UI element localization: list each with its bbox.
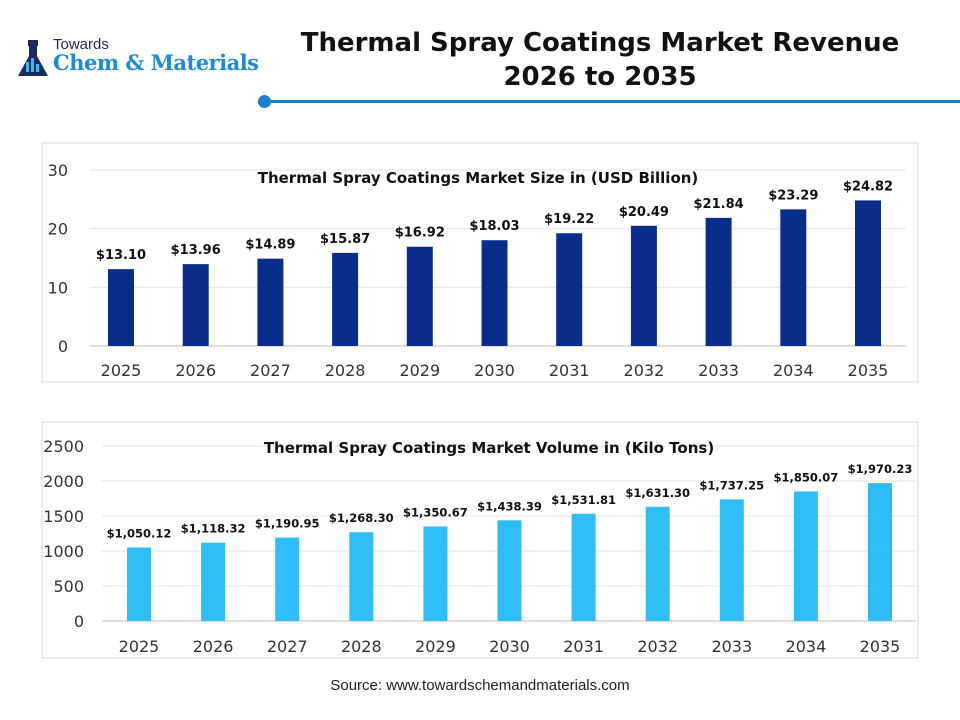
data-label: $16.92 xyxy=(395,226,445,241)
data-label: $1,118.32 xyxy=(181,522,246,536)
data-label: $1,737.25 xyxy=(699,478,764,492)
flask-icon xyxy=(18,40,48,76)
source-note: Source: www.towardschemandmaterials.com xyxy=(330,677,630,694)
bar xyxy=(127,547,151,621)
bar xyxy=(630,225,657,346)
bar xyxy=(571,513,596,621)
chart-title: Thermal Spray Coatings Market Volume in … xyxy=(264,439,714,457)
bar xyxy=(275,537,300,621)
data-label: $24.82 xyxy=(843,179,893,194)
data-label: $1,190.95 xyxy=(255,517,320,531)
title-rule-dot xyxy=(258,95,271,108)
x-tick-label: 2028 xyxy=(341,637,382,656)
bar xyxy=(108,269,134,346)
bar xyxy=(719,499,744,621)
bar xyxy=(481,240,508,346)
data-label: $1,631.30 xyxy=(625,486,690,500)
x-tick-label: 2025 xyxy=(101,361,142,380)
y-tick-label: 1000 xyxy=(43,542,84,561)
data-label: $18.03 xyxy=(469,219,519,234)
bar xyxy=(201,542,226,621)
x-tick-label: 2028 xyxy=(325,361,366,380)
x-tick-label: 2025 xyxy=(119,637,160,656)
chart-frame xyxy=(41,421,919,659)
x-tick-label: 2035 xyxy=(848,361,889,380)
x-tick-label: 2026 xyxy=(175,361,216,380)
x-tick-label: 2031 xyxy=(549,361,590,380)
x-tick-label: 2032 xyxy=(637,637,678,656)
x-tick-label: 2034 xyxy=(786,637,827,656)
x-tick-label: 2034 xyxy=(773,361,814,380)
y-tick-label: 20 xyxy=(48,220,68,239)
logo: Towards Chem & Materials xyxy=(16,36,266,86)
bar xyxy=(257,258,284,346)
x-tick-label: 2029 xyxy=(415,637,456,656)
bar xyxy=(705,217,732,346)
data-label: $1,268.30 xyxy=(329,511,394,525)
bar xyxy=(349,532,374,621)
x-tick-label: 2027 xyxy=(250,361,291,380)
data-label: $21.84 xyxy=(694,197,744,212)
chart-title: Thermal Spray Coatings Market Size in (U… xyxy=(258,169,699,187)
data-label: $15.87 xyxy=(320,232,370,247)
y-tick-label: 10 xyxy=(48,278,68,297)
data-label: $19.22 xyxy=(544,212,594,227)
bar xyxy=(868,483,892,621)
data-label: $13.10 xyxy=(96,248,146,263)
y-tick-label: 2500 xyxy=(43,437,84,456)
title-line1: Thermal Spray Coatings Market Revenue xyxy=(300,28,900,58)
x-tick-label: 2030 xyxy=(489,637,530,656)
x-tick-label: 2032 xyxy=(624,361,665,380)
x-tick-label: 2027 xyxy=(267,637,308,656)
x-tick-label: 2035 xyxy=(860,637,901,656)
data-label: $1,438.39 xyxy=(477,499,542,513)
x-tick-label: 2033 xyxy=(698,361,739,380)
bar xyxy=(497,520,522,621)
bar xyxy=(855,200,881,346)
bar xyxy=(556,233,583,346)
y-tick-label: 30 xyxy=(48,161,68,180)
data-label: $14.89 xyxy=(245,238,295,253)
bar xyxy=(406,246,433,346)
logo-line1: Towards xyxy=(53,36,109,53)
data-label: $13.96 xyxy=(171,243,221,258)
data-label: $1,350.67 xyxy=(403,505,468,519)
x-tick-label: 2030 xyxy=(474,361,515,380)
data-label: $23.29 xyxy=(768,188,818,203)
data-label: $20.49 xyxy=(619,205,669,220)
bar xyxy=(332,252,359,346)
x-tick-label: 2033 xyxy=(711,637,752,656)
logo-line2: Chem & Materials xyxy=(53,50,259,75)
bar xyxy=(780,209,807,346)
data-label: $1,531.81 xyxy=(551,493,616,507)
title-rule xyxy=(265,100,960,103)
data-label: $1,970.23 xyxy=(848,462,913,476)
bar xyxy=(182,264,209,346)
x-tick-label: 2031 xyxy=(563,637,604,656)
title-line2: 2026 to 2035 xyxy=(503,62,697,92)
y-tick-label: 1500 xyxy=(43,507,84,526)
bar xyxy=(423,526,448,621)
bar xyxy=(793,491,818,621)
page-title: Thermal Spray Coatings Market Revenue 20… xyxy=(280,26,920,94)
x-tick-label: 2026 xyxy=(193,637,234,656)
y-tick-label: 500 xyxy=(53,577,84,596)
bar xyxy=(645,506,670,621)
y-tick-label: 2000 xyxy=(43,472,84,491)
data-label: $1,050.12 xyxy=(107,526,172,540)
y-tick-label: 0 xyxy=(74,612,84,631)
y-tick-label: 0 xyxy=(58,337,68,356)
x-tick-label: 2029 xyxy=(399,361,440,380)
data-label: $1,850.07 xyxy=(774,470,839,484)
